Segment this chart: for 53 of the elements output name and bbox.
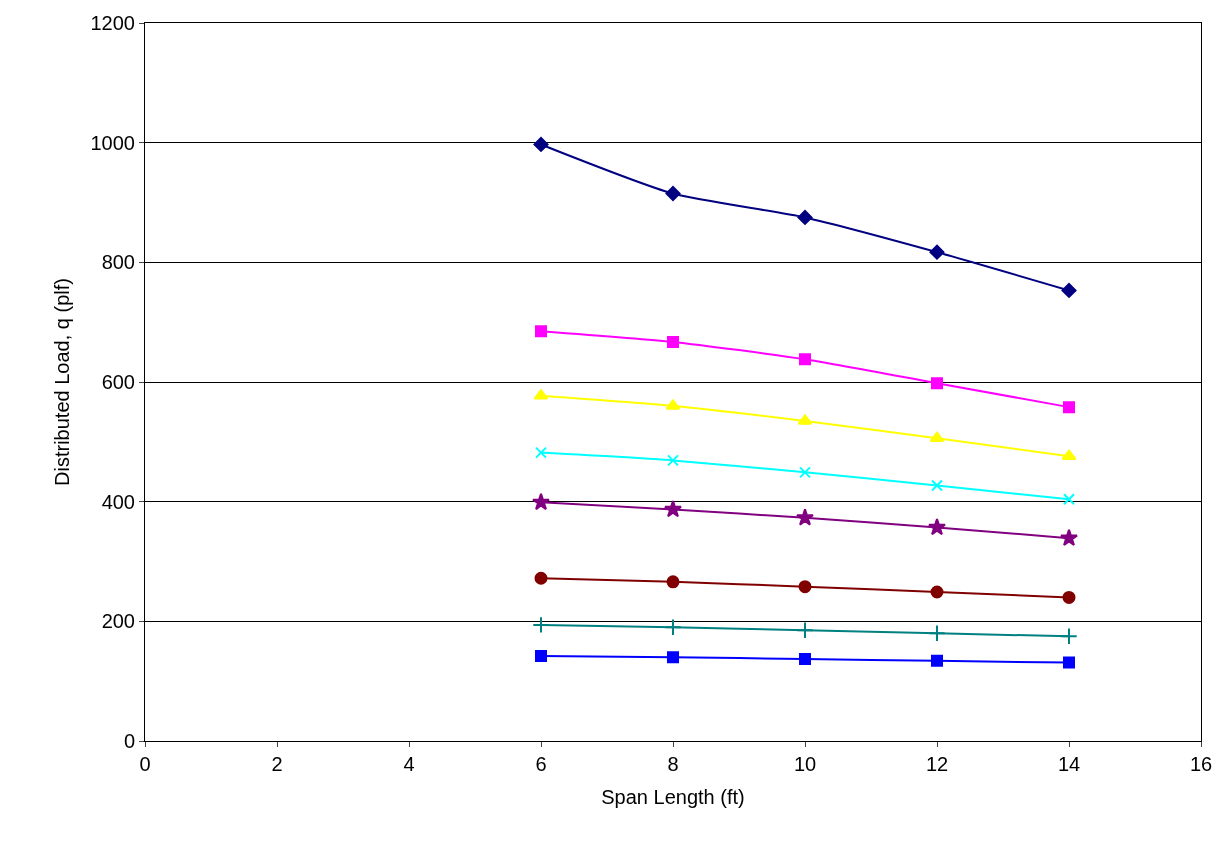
point xyxy=(665,186,681,202)
point xyxy=(928,624,946,642)
x-tick-label: 4 xyxy=(403,753,415,775)
point xyxy=(797,209,813,225)
point xyxy=(535,650,547,663)
point xyxy=(532,616,550,634)
y-tick-label: 0 xyxy=(123,730,135,752)
point xyxy=(931,377,943,390)
y-tick-label: 1000 xyxy=(90,131,135,154)
point xyxy=(532,492,550,511)
x-tick-label: 8 xyxy=(667,753,679,775)
point xyxy=(799,466,811,479)
point xyxy=(798,580,812,594)
point xyxy=(931,654,943,667)
point xyxy=(667,335,679,348)
point xyxy=(667,454,679,467)
point xyxy=(1061,282,1077,298)
x-tick-label: 12 xyxy=(925,753,949,775)
x-tick-label: 6 xyxy=(535,753,547,775)
y-axis-title: Distributed Load, q (plf) xyxy=(51,278,73,486)
x-tick-label: 10 xyxy=(793,753,817,775)
y-tick-label: 800 xyxy=(101,251,135,274)
x-tick-label: 14 xyxy=(1057,753,1081,775)
point xyxy=(667,651,679,664)
x-tick-label: 0 xyxy=(139,753,151,775)
point xyxy=(796,621,814,640)
point xyxy=(533,136,549,152)
point xyxy=(1063,401,1075,414)
point xyxy=(799,653,811,666)
point xyxy=(664,500,682,518)
point xyxy=(664,618,682,637)
y-tick-label: 600 xyxy=(101,371,135,393)
x-tick-label: 16 xyxy=(1189,753,1213,775)
point xyxy=(796,508,814,526)
point xyxy=(930,585,944,599)
point xyxy=(1060,528,1078,546)
point xyxy=(1063,656,1075,669)
point xyxy=(535,446,547,459)
y-tick-label: 1200 xyxy=(90,12,135,34)
point xyxy=(1060,627,1078,645)
y-tick-label: 400 xyxy=(101,490,135,513)
point xyxy=(1063,493,1075,506)
point xyxy=(931,479,943,492)
point xyxy=(929,244,945,260)
point xyxy=(928,518,946,536)
x-axis-title: Span Length (ft) xyxy=(601,785,745,808)
point xyxy=(1062,590,1076,604)
x-tick-label: 2 xyxy=(271,753,283,775)
point xyxy=(535,325,547,338)
point xyxy=(534,571,548,585)
y-tick-label: 200 xyxy=(101,610,135,633)
point xyxy=(666,575,680,589)
point xyxy=(799,353,811,366)
